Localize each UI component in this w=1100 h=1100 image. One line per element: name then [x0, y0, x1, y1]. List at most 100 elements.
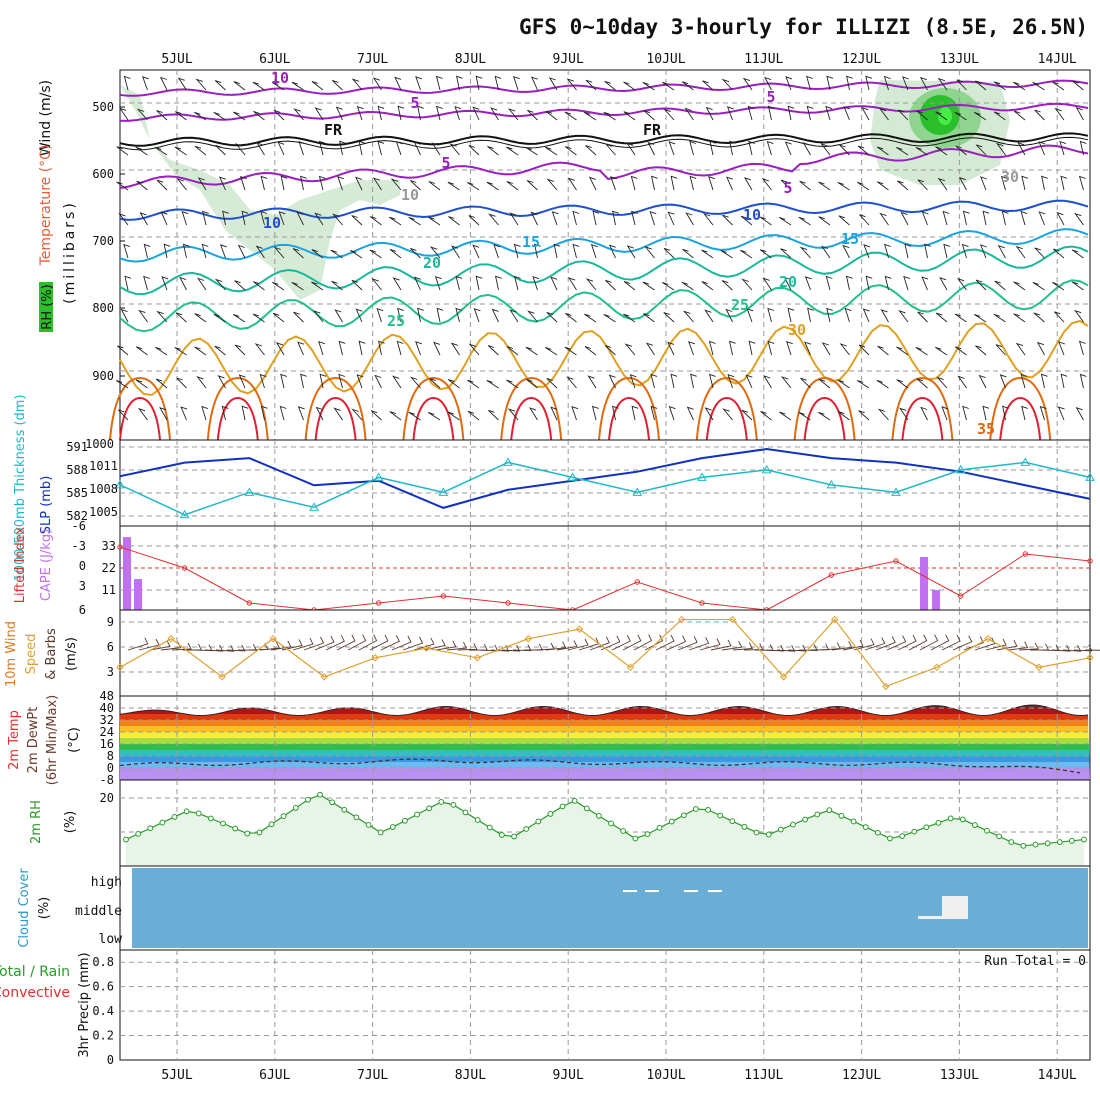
rh2m-marker [717, 812, 724, 819]
wind-barb [455, 275, 463, 291]
wind10m-speed-marker [1035, 663, 1043, 672]
wind10m-barb [655, 634, 675, 651]
wind-barb [156, 310, 168, 323]
precip-convective-label: Convective [0, 985, 70, 1001]
rh2m-marker [620, 828, 627, 834]
lifted-index-marker [181, 565, 188, 571]
wind-barb [748, 340, 756, 356]
wind-barb [530, 211, 538, 226]
wind-barb [120, 308, 129, 323]
wind-barb [137, 407, 148, 421]
wind-barb [587, 375, 597, 389]
rh2m-axis-label: 2m RH [29, 800, 44, 844]
contour-label: 15 [522, 233, 540, 251]
wind-barb [409, 180, 421, 191]
rh2m-marker [1081, 836, 1087, 843]
contour-35 [304, 376, 367, 441]
contour-label: 30 [788, 321, 806, 339]
wind-barb [937, 177, 948, 191]
wind-barb [1021, 405, 1028, 421]
wind-barb [455, 75, 463, 91]
precip-tick-label: 0 [107, 1053, 114, 1067]
wind10m-barb [1007, 641, 1029, 651]
wind-barb [1001, 210, 1009, 226]
wind10m-barb [545, 641, 567, 651]
thickness-marker [244, 487, 255, 496]
wind-barb [513, 243, 521, 259]
wind-barb [297, 341, 305, 356]
wind-barb [900, 211, 909, 226]
wind-axis-label: Wind (m/s) [38, 80, 54, 156]
wind-barb [377, 140, 385, 156]
wind-barb [957, 375, 967, 389]
wind-barb [684, 107, 694, 121]
wind-barb [585, 79, 597, 91]
wind-barb [702, 80, 714, 91]
wind-barb [629, 374, 637, 389]
wind10m-speed-marker [831, 615, 839, 624]
wind10m-barb [952, 635, 973, 651]
wind-barb [787, 307, 795, 323]
temp-band [120, 768, 1090, 780]
wind-barb [436, 307, 444, 323]
wind-barb [181, 210, 189, 226]
wind-barb [179, 276, 187, 291]
wind-barb [1075, 407, 1084, 421]
wind-barb [799, 246, 811, 259]
rh2m-marker [195, 810, 202, 817]
wind-barb [747, 105, 755, 121]
rh2m-unit-label: (%) [63, 811, 78, 834]
wind-barb [610, 176, 617, 191]
wind-barb [509, 212, 519, 226]
wind-barb [136, 108, 148, 121]
temp2m-unit-label: (°C) [67, 727, 82, 753]
wind-barb [843, 106, 851, 121]
wind-barb [826, 307, 833, 323]
wind-barb [161, 276, 169, 291]
lifted-index-marker [893, 558, 899, 564]
rh2m-marker [899, 833, 906, 839]
wind-barb [331, 79, 343, 91]
wind-barb [241, 210, 249, 226]
wind-barb [194, 313, 207, 323]
wind-barb [318, 175, 326, 191]
wind-barb [279, 405, 287, 421]
wind-barb [233, 111, 246, 121]
precip-frame [119, 949, 1091, 1061]
pressure-ticks: 500 600 700 800 900 1000 [85, 100, 125, 451]
wind-barb [355, 176, 363, 191]
y-tick-label: 800 [92, 301, 114, 315]
wind-barb [623, 81, 636, 91]
wind-barb [612, 210, 619, 226]
date-label-bottom: 10JUL [646, 1068, 685, 1083]
wind-barb [837, 181, 850, 191]
wind10m-barb [314, 635, 335, 651]
wind-barb [486, 379, 499, 389]
rh2m-marker [826, 807, 833, 814]
wind-barb [903, 275, 911, 291]
wind-barb [507, 408, 519, 421]
wind-barb [975, 345, 987, 356]
wind-barb [876, 146, 889, 156]
wind-barb [256, 142, 265, 156]
wind-barb [143, 243, 151, 259]
wind-barb [255, 245, 265, 259]
rh2m-marker [499, 832, 505, 838]
wind-barb [280, 175, 288, 191]
rh2m-marker [1044, 840, 1051, 847]
cloud-cover-background [132, 868, 1088, 948]
wind-barb [993, 111, 1006, 121]
temp2m-axis-label-3: (6hr Min/Max) [45, 695, 60, 785]
lifted-index-marker [117, 544, 123, 550]
wind10m-speed-marker [524, 634, 533, 643]
rh2m-marker [850, 818, 857, 825]
y-tick-label: 500 [92, 100, 114, 114]
wind-barb [982, 405, 990, 421]
rh-area-peak [938, 107, 952, 125]
wind10m-barb [941, 634, 961, 651]
wind-barb [1079, 140, 1087, 156]
wind10m-barb [853, 638, 875, 651]
wind10m-barb [897, 634, 917, 651]
wind-barb [1033, 312, 1045, 323]
y-tick-label: 1000 [85, 437, 114, 451]
